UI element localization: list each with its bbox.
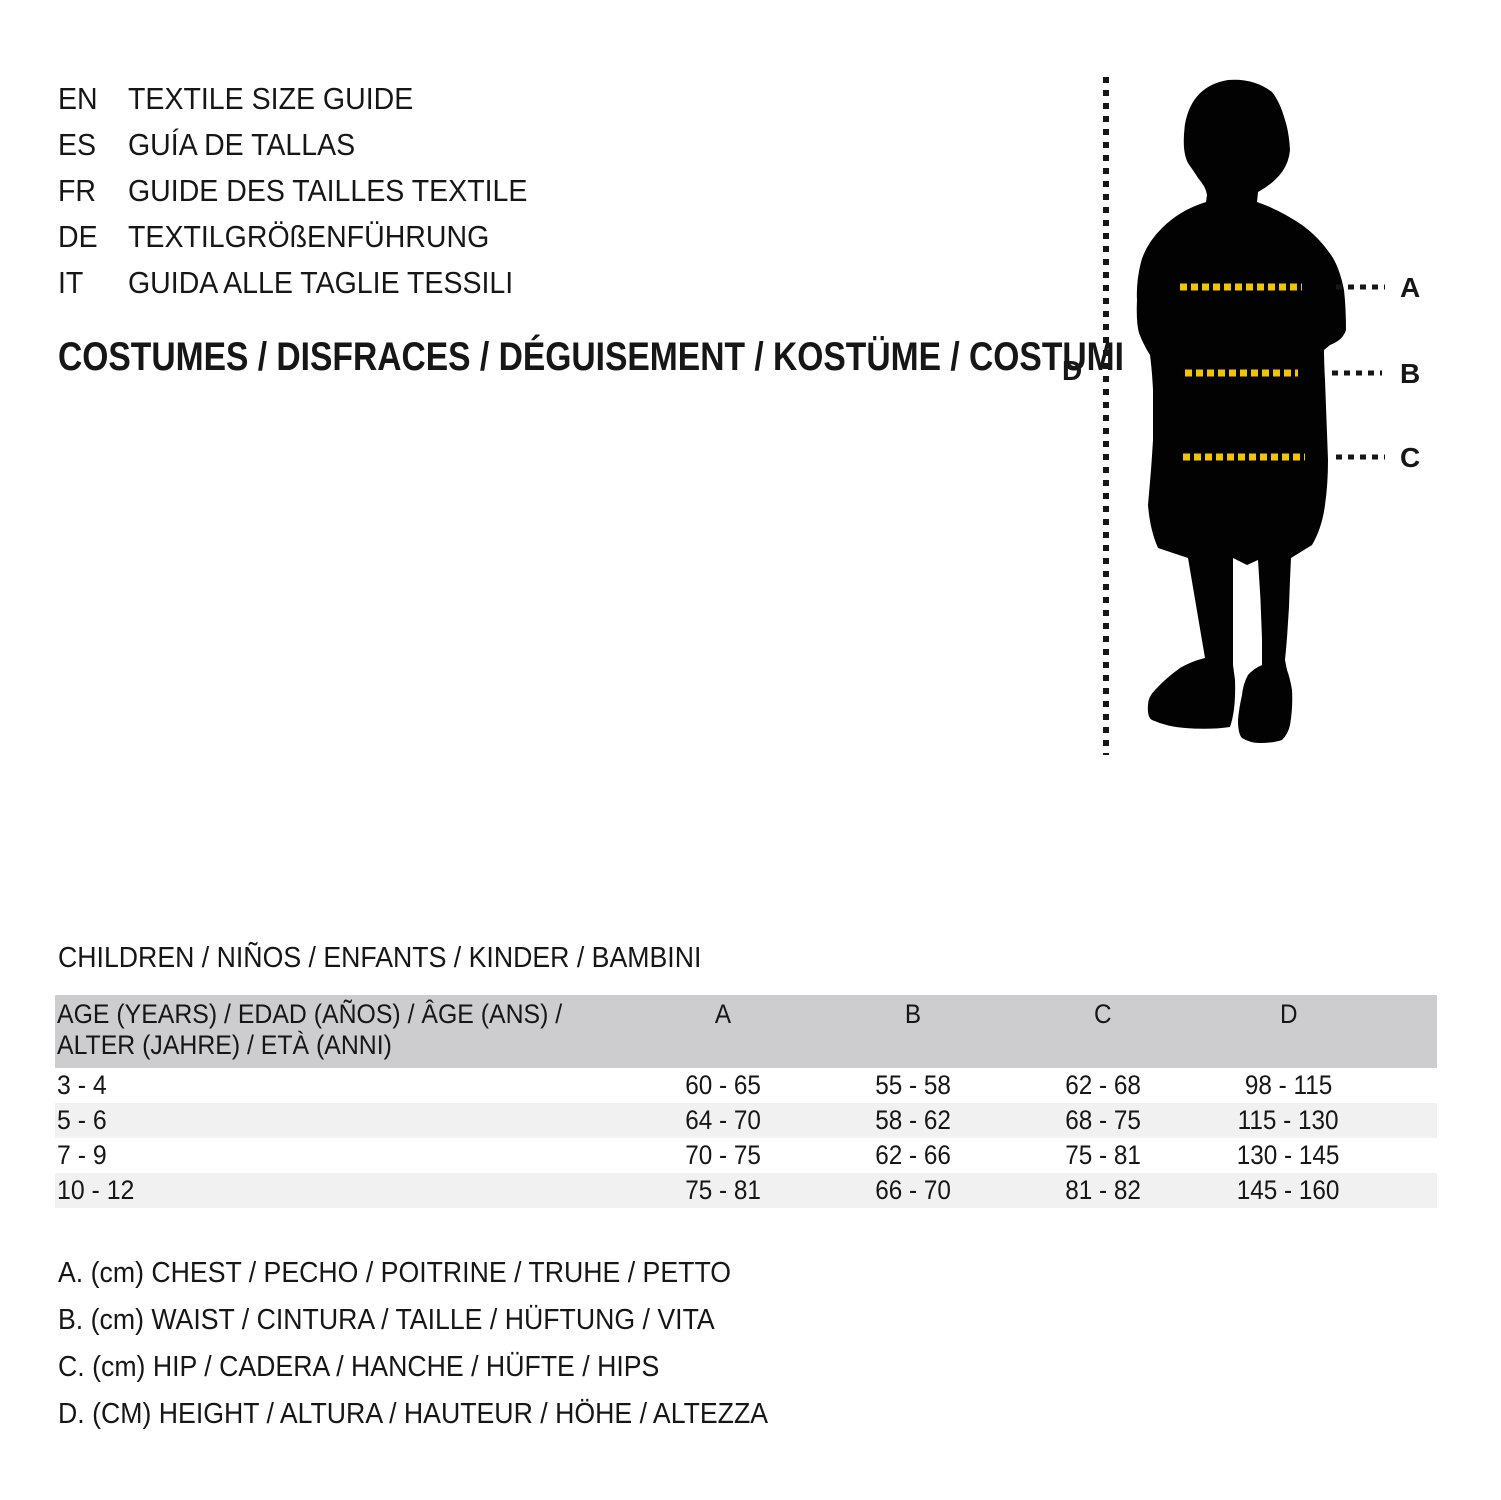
size-table-header-row: AGE (YEARS) / EDAD (AÑOS) / ÂGE (ANS) / …	[55, 995, 1437, 1068]
size-row-3-4: 3 - 4 60 - 65 55 - 58 62 - 68 98 - 115	[55, 1068, 1437, 1103]
language-row-en: EN TEXTILE SIZE GUIDE	[58, 76, 562, 122]
height-cell: 145 - 160	[1198, 1173, 1437, 1208]
language-row-de: DE TEXTILGRÖßENFÜHRUNG	[58, 214, 562, 260]
waist-cell: 58 - 62	[818, 1103, 1008, 1138]
column-header-chest: A	[628, 995, 818, 1068]
language-list: EN TEXTILE SIZE GUIDE ES GUÍA DE TALLAS …	[58, 76, 562, 306]
child-silhouette-icon	[1136, 79, 1346, 743]
legend-hip: C. (cm) HIP / CADERA / HANCHE / HÜFTE / …	[58, 1351, 660, 1383]
language-row-it: IT GUIDA ALLE TAGLIE TESSILI	[58, 260, 562, 306]
language-row-fr: FR GUIDE DES TAILLES TEXTILE	[58, 168, 562, 214]
chest-cell: 70 - 75	[685, 1140, 761, 1170]
measurement-figure: D A B C	[1062, 77, 1420, 755]
language-guide-title: GUIDE DES TAILLES TEXTILE	[128, 173, 528, 208]
age-cell: 10 - 12	[55, 1173, 628, 1208]
category-title: COSTUMES / DISFRACES / DÉGUISEMENT / KOS…	[58, 335, 1124, 379]
height-cell: 115 - 130	[1198, 1103, 1437, 1138]
hip-cell: 81 - 82	[1008, 1173, 1198, 1208]
waist-label: B	[1400, 358, 1420, 389]
hip-cell: 68 - 75	[1008, 1103, 1198, 1138]
chest-label: A	[1400, 272, 1420, 303]
language-guide-title: GUIDA ALLE TAGLIE TESSILI	[128, 265, 514, 300]
age-column-header: AGE (YEARS) / EDAD (AÑOS) / ÂGE (ANS) / …	[55, 995, 628, 1068]
hip-label: C	[1400, 442, 1420, 473]
column-header-waist: B	[818, 995, 1008, 1068]
language-code: IT	[58, 265, 84, 300]
hip-cell: 75 - 81	[1065, 1140, 1141, 1170]
legend-chest: A. (cm) CHEST / PECHO / POITRINE / TRUHE…	[58, 1257, 732, 1289]
waist-cell: 66 - 70	[818, 1173, 1008, 1208]
legend-waist: B. (cm) WAIST / CINTURA / TAILLE / HÜFTU…	[58, 1304, 715, 1336]
age-cell: 3 - 4	[57, 1070, 107, 1100]
height-cell: 130 - 145	[1237, 1140, 1340, 1170]
age-cell: 7 - 9	[57, 1140, 107, 1170]
hip-cell: 62 - 68	[1065, 1070, 1141, 1100]
chest-cell: 75 - 81	[628, 1173, 818, 1208]
measurement-legend: A. (cm) CHEST / PECHO / POITRINE / TRUHE…	[58, 1250, 830, 1438]
waist-cell: 55 - 58	[875, 1070, 951, 1100]
legend-height: D. (CM) HEIGHT / ALTURA / HAUTEUR / HÖHE…	[58, 1398, 769, 1430]
children-size-table: AGE (YEARS) / EDAD (AÑOS) / ÂGE (ANS) / …	[55, 995, 1437, 1208]
language-guide-title: TEXTILE SIZE GUIDE	[128, 81, 414, 116]
language-code: DE	[58, 219, 98, 254]
size-row-5-6: 5 - 6 64 - 70 58 - 62 68 - 75 115 - 130	[55, 1103, 1437, 1138]
chest-cell: 64 - 70	[628, 1103, 818, 1138]
chest-cell: 60 - 65	[685, 1070, 761, 1100]
language-code: FR	[58, 173, 97, 208]
waist-cell: 62 - 66	[875, 1140, 951, 1170]
language-row-es: ES GUÍA DE TALLAS	[58, 122, 562, 168]
height-label: D	[1062, 355, 1082, 386]
size-row-7-9: 7 - 9 70 - 75 62 - 66 75 - 81 130 - 145	[55, 1138, 1437, 1173]
height-cell: 98 - 115	[1244, 1070, 1333, 1100]
column-header-hip: C	[1008, 995, 1198, 1068]
size-row-10-12: 10 - 12 75 - 81 66 - 70 81 - 82 145 - 16…	[55, 1173, 1437, 1208]
age-cell: 5 - 6	[55, 1103, 628, 1138]
children-section-title: CHILDREN / NIÑOS / ENFANTS / KINDER / BA…	[58, 942, 702, 974]
language-guide-title: TEXTILGRÖßENFÜHRUNG	[128, 219, 490, 254]
language-code: ES	[58, 127, 97, 162]
column-header-height: D	[1198, 995, 1437, 1068]
language-guide-title: GUÍA DE TALLAS	[128, 127, 356, 162]
language-code: EN	[58, 81, 98, 116]
